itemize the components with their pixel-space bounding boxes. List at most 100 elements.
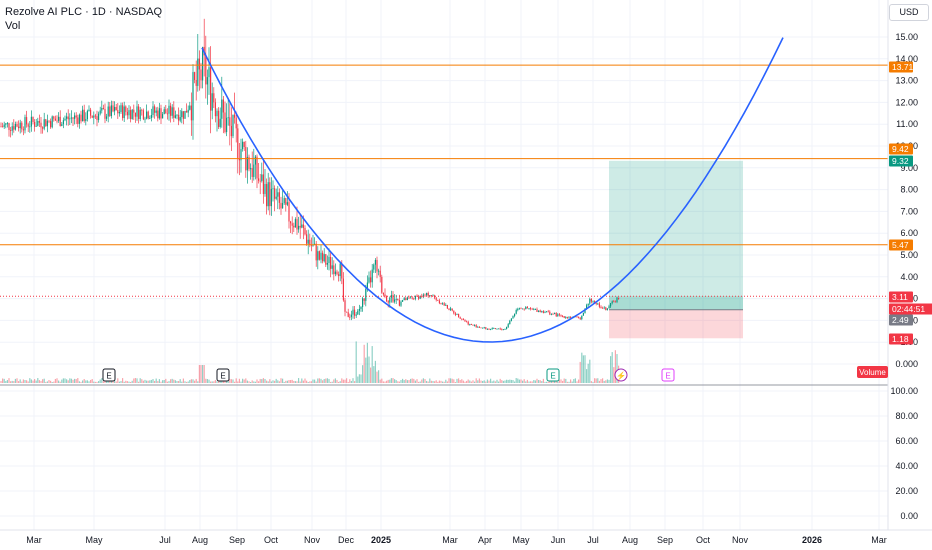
volume-bar <box>525 381 527 383</box>
volume-bar <box>243 379 245 383</box>
volume-bar <box>35 380 37 383</box>
volume-tick-label: 40.00 <box>895 461 918 471</box>
volume-axis[interactable]: 100.00 80.00 60.00 40.00 20.00 0.00 <box>890 386 918 521</box>
event-glyph: ⚡ <box>616 371 626 381</box>
volume-bar <box>347 381 349 383</box>
volume-bar <box>99 379 101 383</box>
candle-body <box>106 116 108 119</box>
volume-bar <box>6 380 8 383</box>
symbol-title[interactable]: Rezolve AI PLC · 1D · NASDAQ <box>5 6 163 18</box>
volume-bar <box>211 381 213 383</box>
candle-body <box>61 124 63 127</box>
volume-bar <box>578 379 580 383</box>
earnings-event-marker[interactable]: ⚡ <box>614 368 628 382</box>
event-markers[interactable]: E E E ⚡ E <box>102 368 675 382</box>
candle-body <box>58 116 60 121</box>
candle-body <box>264 184 266 194</box>
volume-bar <box>518 379 520 383</box>
volume-bar <box>542 378 544 383</box>
volume-indicator-label[interactable]: Vol <box>5 20 21 32</box>
candle-body <box>611 301 613 303</box>
candle-body <box>152 106 154 116</box>
candle-body <box>336 271 338 275</box>
candle-body <box>528 308 530 309</box>
volume-bar <box>179 379 181 383</box>
earnings-event-marker[interactable]: E <box>546 368 560 382</box>
candle-body <box>451 308 453 311</box>
volume-bar <box>237 381 239 383</box>
volume-bar <box>534 380 536 383</box>
earnings-event-marker[interactable]: E <box>102 368 116 382</box>
volume-bar <box>462 380 464 383</box>
candle-body <box>30 116 32 127</box>
candle-body <box>502 329 504 331</box>
candle-body <box>578 316 580 318</box>
price-tag <box>889 291 913 303</box>
candle-body <box>459 317 461 319</box>
candle-body <box>485 327 487 330</box>
candle-body <box>118 111 120 114</box>
long-position-tool[interactable] <box>609 160 743 339</box>
earnings-event-marker[interactable]: E <box>661 368 675 382</box>
volume-bar <box>395 380 397 383</box>
volume-bar <box>272 380 274 383</box>
time-axis[interactable]: Mar May Jul Aug Sep Oct Nov Dec 2025 Mar Apr May Jun… <box>26 535 887 545</box>
candle-body <box>379 270 381 277</box>
volume-bar <box>613 367 615 383</box>
loss-zone[interactable] <box>609 309 743 339</box>
candle-body <box>13 126 15 130</box>
volume-bar <box>421 379 423 383</box>
candle-body <box>138 106 140 120</box>
volume-bar <box>242 378 244 383</box>
volume-bar <box>278 381 280 383</box>
candle-body <box>525 306 527 310</box>
candle-body <box>94 115 96 117</box>
volume-bar <box>112 380 114 383</box>
candle-body <box>309 239 311 245</box>
volume-bar <box>419 381 421 383</box>
volume-bar <box>251 380 253 383</box>
currency-button[interactable]: USD <box>889 4 929 21</box>
volume-bar <box>344 379 346 383</box>
volume-bar <box>374 360 376 383</box>
volume-bar <box>538 380 540 383</box>
time-tick-label: Mar <box>442 535 458 545</box>
candle-body <box>229 117 231 126</box>
candle-body <box>234 114 236 118</box>
horizontal-levels[interactable] <box>0 64 888 297</box>
candle-body <box>205 55 207 85</box>
volume-bar <box>288 380 290 383</box>
earnings-event-marker[interactable]: E <box>216 368 230 382</box>
volume-bar <box>45 381 47 383</box>
volume-bar <box>275 378 277 383</box>
volume-bar <box>312 379 314 383</box>
volume-bar <box>590 381 592 383</box>
price-tag-text: 9.42 <box>892 144 909 154</box>
candle-body <box>14 124 16 130</box>
volume-bar <box>466 380 468 383</box>
candles <box>0 18 620 331</box>
candle-body <box>82 109 84 122</box>
candle-body <box>243 141 245 147</box>
candle-body <box>411 297 413 299</box>
candle-body <box>534 309 536 310</box>
volume-bar <box>438 380 440 383</box>
cup-curve-drawing[interactable] <box>201 37 784 343</box>
candle-body <box>298 225 300 230</box>
candle-body <box>226 117 228 133</box>
volume-bar <box>166 381 168 383</box>
candle-body <box>144 118 146 120</box>
volume-bar <box>53 381 55 383</box>
candle-body <box>112 105 114 112</box>
candle-body <box>125 106 127 112</box>
volume-bar <box>533 380 535 383</box>
volume-bar <box>478 378 480 383</box>
volume-bar <box>304 378 306 383</box>
volume-bar <box>56 378 58 383</box>
candle-body <box>552 313 554 315</box>
candle-body <box>291 223 293 226</box>
volume-bar <box>82 380 84 383</box>
profit-zone[interactable] <box>609 160 743 310</box>
volume-bar <box>426 380 428 383</box>
